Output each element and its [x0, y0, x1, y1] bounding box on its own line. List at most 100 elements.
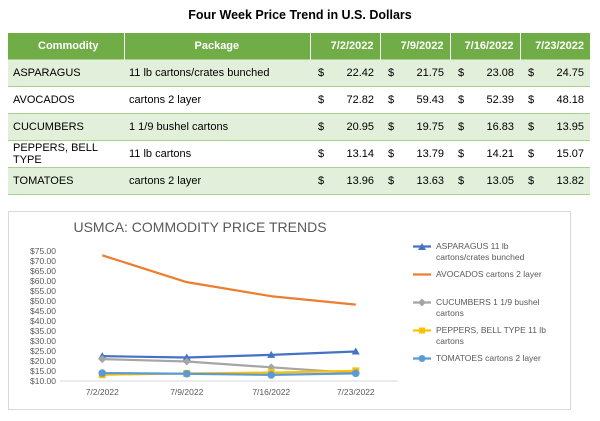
- x-tick-label: 7/16/2022: [252, 387, 290, 397]
- price-cell: $14.21: [450, 140, 520, 168]
- y-tick-label: $30.00: [30, 336, 56, 346]
- price-cell: $13.95: [520, 113, 590, 141]
- column-header: 7/9/2022: [380, 33, 451, 60]
- table-row: ASPARAGUS 11 lb cartons/crates bunched $22…: [8, 59, 590, 87]
- x-tick-label: 7/23/2022: [337, 387, 375, 397]
- column-header: 7/16/2022: [450, 33, 521, 60]
- currency-symbol: $: [528, 175, 535, 187]
- package-cell: 11 lb cartons: [124, 140, 310, 168]
- price-value: 52.39: [486, 94, 514, 106]
- price-value: 48.18: [556, 94, 584, 106]
- table-row: AVOCADOS cartons 2 layer $72.82 $59.43 $52.3…: [8, 86, 590, 114]
- y-tick-label: $50.00: [30, 296, 56, 306]
- data-point: [182, 357, 191, 366]
- price-cell: $23.08: [450, 59, 520, 87]
- column-header: 7/23/2022: [520, 33, 590, 60]
- price-cell: $24.75: [520, 59, 590, 87]
- currency-symbol: $: [528, 148, 535, 160]
- price-value: 13.79: [416, 148, 444, 160]
- price-value: 13.82: [556, 175, 584, 187]
- data-point: [182, 353, 191, 361]
- legend-item: TOMATOES cartons 2 layer: [413, 353, 541, 364]
- price-cell: $15.07: [520, 140, 590, 168]
- currency-symbol: $: [458, 94, 465, 106]
- data-point: [182, 369, 191, 378]
- legend-label: PEPPERS, BELL TYPE 11 lb cartons: [436, 325, 546, 346]
- legend-label: TOMATOES cartons 2 layer: [436, 353, 541, 363]
- legend-marker: [413, 273, 431, 276]
- chart-title: USMCA: COMMODITY PRICE TRENDS: [73, 219, 327, 235]
- currency-symbol: $: [458, 121, 465, 133]
- series-line: [101, 254, 356, 306]
- price-cell: $48.18: [520, 86, 590, 114]
- price-value: 20.95: [346, 121, 374, 133]
- data-point: [98, 355, 107, 364]
- legend-label: ASPARAGUS 11 lb cartons/crates bunched: [436, 241, 525, 262]
- legend-marker: [413, 243, 431, 250]
- price-value: 13.14: [346, 148, 374, 160]
- price-value: 13.63: [416, 175, 444, 187]
- legend-item: PEPPERS, BELL TYPE 11 lb cartons: [413, 325, 563, 347]
- currency-symbol: $: [458, 148, 465, 160]
- currency-symbol: $: [528, 94, 535, 106]
- legend-marker: [413, 327, 431, 334]
- series-line: [102, 358, 356, 375]
- price-cell: $52.39: [450, 86, 520, 114]
- package-cell: 1 1/9 bushel cartons: [124, 113, 310, 141]
- currency-symbol: $: [388, 121, 395, 133]
- table-row: TOMATOES cartons 2 layer $13.96 $13.63 $13.0…: [8, 167, 590, 195]
- currency-symbol: $: [388, 94, 395, 106]
- y-tick-label: $15.00: [30, 366, 56, 376]
- y-tick-label: $20.00: [30, 356, 56, 366]
- price-value: 13.95: [556, 121, 584, 133]
- price-cell: $22.42: [310, 59, 380, 87]
- legend-item: ASPARAGUS 11 lb cartons/crates bunched: [413, 241, 563, 263]
- currency-symbol: $: [318, 148, 325, 160]
- legend-label: AVOCADOS cartons 2 layer: [436, 269, 542, 279]
- column-header: Package: [124, 33, 311, 60]
- price-cell: $13.14: [310, 140, 380, 168]
- data-point: [351, 369, 360, 378]
- legend-marker: [413, 355, 431, 362]
- price-cell: $13.82: [520, 167, 590, 195]
- x-tick-label: 7/2/2022: [86, 387, 119, 397]
- currency-symbol: $: [318, 94, 325, 106]
- y-tick-label: $70.00: [30, 256, 56, 266]
- column-header: Commodity: [8, 33, 125, 60]
- data-point: [267, 371, 276, 379]
- price-table: Commodity Package 7/2/2022 7/9/2022 7/16…: [8, 33, 590, 195]
- y-tick-label: $45.00: [30, 306, 56, 316]
- price-cell: $59.43: [380, 86, 450, 114]
- table-header-row: Commodity Package 7/2/2022 7/9/2022 7/16…: [8, 33, 590, 60]
- currency-symbol: $: [458, 175, 465, 187]
- y-tick-label: $25.00: [30, 346, 56, 356]
- y-tick-label: $75.00: [30, 246, 56, 256]
- currency-symbol: $: [388, 148, 395, 160]
- currency-symbol: $: [388, 175, 395, 187]
- series-line: [102, 350, 356, 359]
- price-value: 13.96: [346, 175, 374, 187]
- price-value: 15.07: [556, 148, 584, 160]
- commodity-cell: ASPARAGUS: [8, 59, 124, 87]
- price-value: 16.83: [486, 121, 514, 133]
- data-point: [351, 347, 360, 355]
- currency-symbol: $: [528, 121, 535, 133]
- table-row: PEPPERS, BELL TYPE 11 lb cartons $13.14 $13…: [8, 140, 590, 168]
- y-tick-label: $35.00: [30, 326, 56, 336]
- currency-symbol: $: [528, 67, 535, 79]
- price-value: 72.82: [346, 94, 374, 106]
- price-value: 59.43: [416, 94, 444, 106]
- page-title: Four Week Price Trend in U.S. Dollars: [188, 8, 412, 22]
- price-value: 14.21: [486, 148, 514, 160]
- price-cell: $21.75: [380, 59, 450, 87]
- price-cell: $13.63: [380, 167, 450, 195]
- x-tick-label: 7/9/2022: [170, 387, 203, 397]
- y-tick-label: $65.00: [30, 266, 56, 276]
- commodity-cell: PEPPERS, BELL TYPE: [8, 140, 124, 168]
- data-point: [267, 350, 276, 358]
- y-tick-label: $10.00: [30, 376, 56, 386]
- commodity-cell: AVOCADOS: [8, 86, 124, 114]
- currency-symbol: $: [318, 175, 325, 187]
- y-tick-label: $55.00: [30, 286, 56, 296]
- y-tick-label: $60.00: [30, 276, 56, 286]
